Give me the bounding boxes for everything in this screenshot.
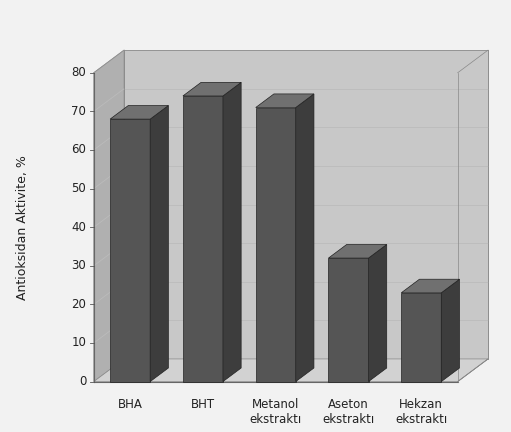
Text: Metanol
ekstraktı: Metanol ekstraktı bbox=[249, 398, 302, 426]
Polygon shape bbox=[183, 96, 223, 381]
Text: Antioksidan Aktivite, %: Antioksidan Aktivite, % bbox=[16, 155, 30, 300]
Text: Aseton
ekstraktı: Aseton ekstraktı bbox=[322, 398, 375, 426]
Polygon shape bbox=[442, 279, 459, 381]
Polygon shape bbox=[183, 83, 241, 96]
Text: 80: 80 bbox=[72, 66, 86, 79]
Text: 0: 0 bbox=[79, 375, 86, 388]
Text: 30: 30 bbox=[72, 259, 86, 272]
Text: BHT: BHT bbox=[191, 398, 215, 411]
Polygon shape bbox=[94, 359, 488, 381]
Polygon shape bbox=[256, 94, 314, 108]
Polygon shape bbox=[401, 293, 442, 381]
Text: 10: 10 bbox=[72, 337, 86, 349]
Text: 70: 70 bbox=[72, 105, 86, 118]
Polygon shape bbox=[150, 105, 168, 381]
Text: BHA: BHA bbox=[118, 398, 143, 411]
Text: 20: 20 bbox=[72, 298, 86, 311]
Polygon shape bbox=[296, 94, 314, 381]
Polygon shape bbox=[256, 108, 296, 381]
Polygon shape bbox=[110, 119, 150, 381]
Polygon shape bbox=[124, 50, 488, 359]
Polygon shape bbox=[368, 245, 387, 381]
Polygon shape bbox=[110, 105, 168, 119]
Text: 50: 50 bbox=[72, 182, 86, 195]
Text: 40: 40 bbox=[72, 221, 86, 234]
Polygon shape bbox=[329, 258, 368, 381]
Polygon shape bbox=[401, 279, 459, 293]
Polygon shape bbox=[94, 50, 124, 381]
Text: 60: 60 bbox=[72, 143, 86, 156]
Polygon shape bbox=[223, 83, 241, 381]
Text: Hekzan
ekstraktı: Hekzan ekstraktı bbox=[395, 398, 448, 426]
Polygon shape bbox=[329, 245, 387, 258]
